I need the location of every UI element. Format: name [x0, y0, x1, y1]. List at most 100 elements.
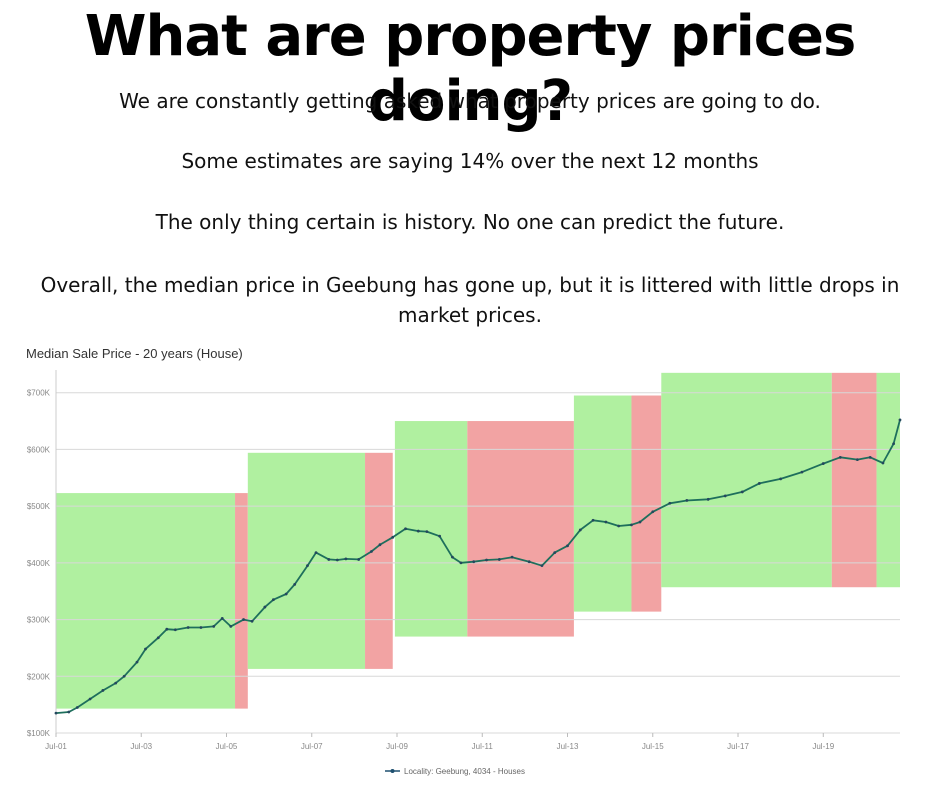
data-point — [293, 582, 297, 586]
rise-band-10 — [876, 372, 900, 588]
data-point — [451, 555, 454, 559]
rise-band-6 — [573, 395, 632, 612]
data-point — [868, 455, 872, 459]
intro-paragraph-4: Overall, the median price in Geebung has… — [40, 273, 900, 327]
data-point — [617, 524, 621, 528]
data-point — [75, 706, 79, 709]
y-tick-label: $100K — [27, 729, 51, 738]
y-tick-label: $300K — [27, 616, 51, 625]
data-point — [101, 689, 105, 692]
data-point — [723, 494, 727, 498]
data-point — [212, 624, 216, 628]
trend-bands — [56, 372, 900, 709]
data-point — [391, 535, 395, 539]
data-point — [220, 617, 224, 620]
data-point — [229, 624, 233, 628]
data-point — [114, 681, 118, 685]
data-point — [165, 627, 169, 631]
rise-band-2 — [247, 452, 366, 669]
data-point — [651, 510, 655, 514]
data-point — [370, 550, 373, 553]
x-tick-label: Jul-15 — [642, 742, 664, 751]
data-point — [173, 628, 177, 632]
data-point — [335, 558, 339, 562]
data-point — [156, 636, 160, 640]
intro-paragraph-1: We are constantly getting asked what pro… — [119, 89, 821, 113]
chart-title: Median Sale Price - 20 years (House) — [26, 346, 243, 361]
drop-band-3 — [365, 452, 393, 669]
x-tick-label: Jul-01 — [45, 742, 67, 751]
page-title: What are property prices doing? — [84, 4, 857, 134]
data-point — [242, 618, 245, 621]
drop-band-7 — [631, 395, 662, 612]
data-point — [199, 626, 203, 629]
data-point — [54, 711, 58, 715]
x-tick-label: Jul-13 — [557, 742, 579, 751]
legend-label: Locality: Geebung, 4034 - Houses — [404, 767, 525, 776]
data-point — [838, 455, 842, 459]
data-point — [497, 558, 501, 561]
data-point — [250, 619, 254, 623]
data-point — [263, 605, 267, 609]
data-point — [284, 592, 288, 596]
data-point — [757, 482, 761, 485]
chart-legend[interactable]: Locality: Geebung, 4034 - Houses — [385, 767, 525, 776]
drop-band-9 — [831, 372, 877, 588]
data-point — [578, 528, 582, 532]
data-point — [88, 697, 92, 701]
x-tick-label: Jul-11 — [472, 742, 494, 751]
x-tick-label: Jul-05 — [216, 742, 238, 751]
data-point — [510, 555, 514, 559]
data-point — [416, 529, 420, 533]
y-tick-label: $400K — [27, 559, 51, 568]
data-point — [668, 501, 672, 505]
data-point — [740, 490, 744, 494]
legend-marker-icon — [390, 769, 395, 773]
drop-band-1 — [235, 493, 248, 709]
data-point — [898, 418, 902, 422]
data-point — [630, 523, 633, 527]
data-point — [706, 497, 710, 501]
data-point — [271, 598, 275, 602]
data-point — [527, 560, 531, 564]
data-point — [438, 534, 442, 538]
data-point — [638, 520, 642, 524]
price-series — [54, 418, 902, 715]
data-point — [378, 543, 382, 547]
drop-band-5 — [467, 421, 574, 637]
x-tick-label: Jul-19 — [812, 742, 834, 751]
intro-paragraph-2: Some estimates are saying 14% over the n… — [181, 149, 759, 173]
data-point — [892, 442, 896, 446]
data-point — [800, 470, 804, 474]
y-tick-label: $700K — [27, 389, 51, 398]
series-line — [55, 419, 901, 714]
x-axis-ticks: Jul-01 Jul-03 Jul-05 Jul-07 Jul-09 Jul-11 Jul-… — [45, 733, 835, 751]
y-axis-ticks: $100K $200K $300K $400K $500K $600K $700K — [27, 389, 51, 738]
data-point — [186, 626, 190, 629]
data-point — [566, 544, 569, 548]
data-point — [404, 527, 407, 531]
data-point — [855, 458, 859, 462]
data-point — [821, 462, 825, 465]
y-tick-label: $500K — [27, 502, 51, 511]
rise-band-0 — [56, 493, 236, 709]
data-point — [67, 710, 71, 714]
data-point — [472, 560, 476, 564]
data-point — [306, 564, 309, 568]
data-point — [425, 530, 429, 534]
y-tick-label: $200K — [27, 672, 51, 681]
y-tick-label: $600K — [27, 445, 51, 454]
data-point — [357, 558, 361, 561]
data-point — [485, 558, 488, 562]
grid-lines — [55, 370, 900, 734]
data-point — [779, 477, 783, 481]
x-tick-label: Jul-07 — [301, 742, 323, 751]
x-tick-label: Jul-03 — [130, 742, 152, 751]
data-point — [122, 674, 126, 678]
rise-band-8 — [661, 372, 832, 588]
data-point — [685, 499, 689, 502]
data-point — [327, 558, 331, 561]
intro-paragraph-3: The only thing certain is history. No on… — [155, 210, 785, 234]
data-point — [135, 660, 139, 664]
data-point — [553, 551, 557, 555]
